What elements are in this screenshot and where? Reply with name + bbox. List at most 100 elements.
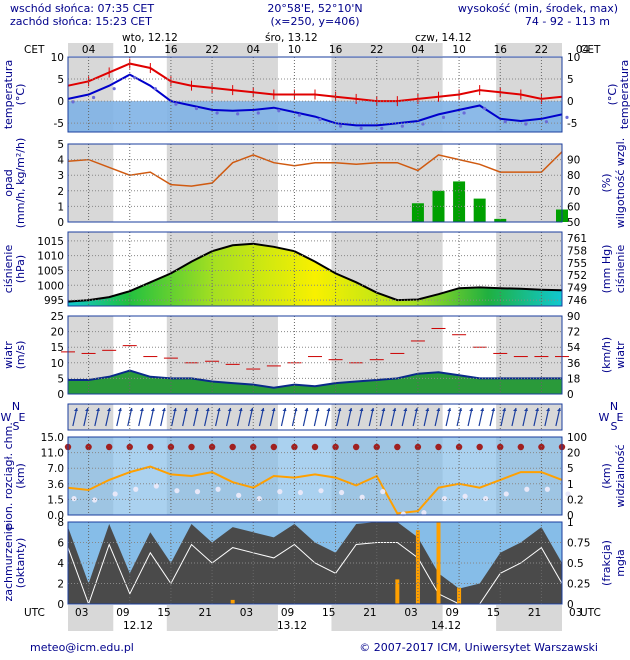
feels-like-dot — [483, 106, 487, 111]
footer-copyright: © 2007-2017 ICM, Uniwersytet Warszawski — [359, 641, 598, 654]
pressure-tick-mmhg: 758 — [567, 245, 587, 257]
precip-tick: 3 — [57, 170, 64, 182]
wind-arrow-head — [337, 408, 342, 411]
cet-label-right: CET — [580, 44, 601, 56]
cloud-base-high-dot — [476, 443, 483, 451]
panel-frame — [67, 315, 563, 395]
temp-tick-right: 0 — [567, 96, 574, 108]
humidity-axis-label-1: (%) — [600, 173, 613, 192]
visibility-tick: 20 — [567, 448, 580, 460]
hour-label-cet: 04 — [411, 44, 425, 56]
cloud-base-high-dot — [352, 443, 360, 451]
hour-label-utc: 03 — [404, 607, 417, 619]
cloud-base-high-dot — [435, 443, 442, 451]
pressure-tick-mmhg: 749 — [567, 283, 587, 295]
elevation-values: 74 - 92 - 113 m — [525, 15, 610, 28]
hour-label-utc: 03 — [240, 607, 253, 619]
humidity-tick: 80 — [567, 170, 580, 182]
cloud-height-tick: 15.0 — [41, 432, 64, 444]
wind-arrow-head — [403, 408, 408, 411]
feels-like-dot — [174, 102, 178, 106]
humidity-tick: 70 — [567, 186, 580, 198]
wind-arrow-head — [205, 408, 210, 411]
panel-frame — [67, 436, 563, 516]
wind-tick-ms: 10 — [51, 358, 64, 370]
feels-like-dot — [544, 120, 549, 124]
feels-like-dot — [215, 111, 219, 115]
hour-label-utc: 09 — [446, 607, 459, 619]
cloud-base-low-dot — [215, 486, 221, 492]
precip-bar — [473, 198, 486, 222]
cloud-base-low-dot — [503, 491, 509, 497]
day-label-1: wto, 12.12 — [122, 32, 178, 44]
visibility-tick: 0 — [567, 510, 574, 522]
night-strip-bottom — [331, 605, 443, 631]
utc-label-right: UTC — [580, 607, 601, 619]
footer-email: meteo@icm.edu.pl — [30, 641, 134, 654]
wind-arrow-head — [534, 408, 539, 411]
wind-arrow-head — [194, 408, 199, 411]
wind-tick-ms: 15 — [51, 342, 64, 354]
cloud-height-tick: 0.0 — [47, 510, 64, 522]
visibility-axis-label-2: widzialność — [614, 444, 627, 507]
fog-bar — [457, 587, 462, 604]
visibility-tick: 1 — [567, 479, 574, 491]
wind-arrow-head — [436, 408, 441, 411]
hour-label-cet: 04 — [82, 44, 96, 56]
visibility-tick: 100 — [567, 432, 587, 444]
wind-arrow-head — [304, 408, 309, 411]
feels-like-dot — [112, 87, 116, 91]
wind-arrow-head — [523, 408, 528, 411]
feels-like-dot — [524, 122, 528, 126]
wind-arrow-head — [491, 408, 496, 411]
wind-tick-kmh: 36 — [567, 358, 581, 370]
wind-arrow-head — [501, 408, 506, 411]
fog-bar — [395, 579, 400, 604]
night-band — [68, 232, 114, 306]
temp-tick-right: -5 — [567, 118, 577, 130]
day-bottom-3: 14.12 — [431, 620, 461, 632]
hour-label-cet: 16 — [164, 44, 178, 56]
wind-tick-ms: 0 — [57, 389, 64, 401]
cloud-height-tick: 11.0 — [41, 448, 64, 460]
fog-tick: 0.5 — [567, 558, 584, 570]
cloud-tick: 6 — [57, 538, 64, 550]
hour-label-utc: 09 — [116, 607, 129, 619]
cloud-base-low-dot — [194, 489, 201, 495]
cloud-base-low-dot — [133, 486, 139, 492]
cloud-base-low-dot — [236, 492, 242, 498]
cloud-base-low-dot — [112, 491, 118, 497]
cloud-base-high-dot — [270, 443, 278, 451]
wind-arrow-head — [556, 408, 561, 411]
cloud-tick: 4 — [57, 558, 64, 570]
panel-frame — [67, 56, 563, 133]
hour-label-cet: 10 — [452, 44, 465, 56]
temp-tick-left: 0 — [57, 96, 64, 108]
pressure-tick-hpa: 1000 — [37, 280, 64, 292]
cloud-base-low-dot — [174, 488, 180, 494]
hour-label-cet: 22 — [535, 44, 548, 56]
wind-tick-ms: 5 — [57, 373, 64, 385]
night-strip-top — [496, 43, 562, 56]
feels-like-dot — [400, 124, 404, 128]
elevation-label: wysokość (min, środek, max) — [458, 2, 618, 15]
wind-arrow-head — [106, 408, 111, 411]
feels-like-dot — [194, 106, 199, 111]
wind-arrow-head — [512, 408, 517, 411]
wind-axis-label-1: wiatr — [2, 341, 15, 369]
night-strip-top — [166, 43, 278, 56]
feels-like-dot — [318, 117, 322, 122]
night-strip-bottom — [68, 605, 114, 631]
night-band — [496, 404, 562, 430]
cet-label-left: CET — [24, 44, 45, 56]
precip-tick: 2 — [57, 186, 64, 198]
wind-arrow-head — [172, 408, 177, 411]
panel-frame — [67, 403, 563, 431]
cloud-base-low-dot — [380, 489, 386, 495]
tick-layer: 10 105 50 0-5 -55432109080706050101510101005… — [1, 44, 630, 619]
temp-tick-left: 5 — [57, 74, 64, 86]
temp-axis-label-right-2: temperatura — [618, 60, 630, 129]
sunrise-text: wschód słońca: 07:35 CET — [10, 2, 154, 15]
feels-like-dot — [277, 109, 281, 113]
feels-like-dot — [133, 76, 137, 80]
